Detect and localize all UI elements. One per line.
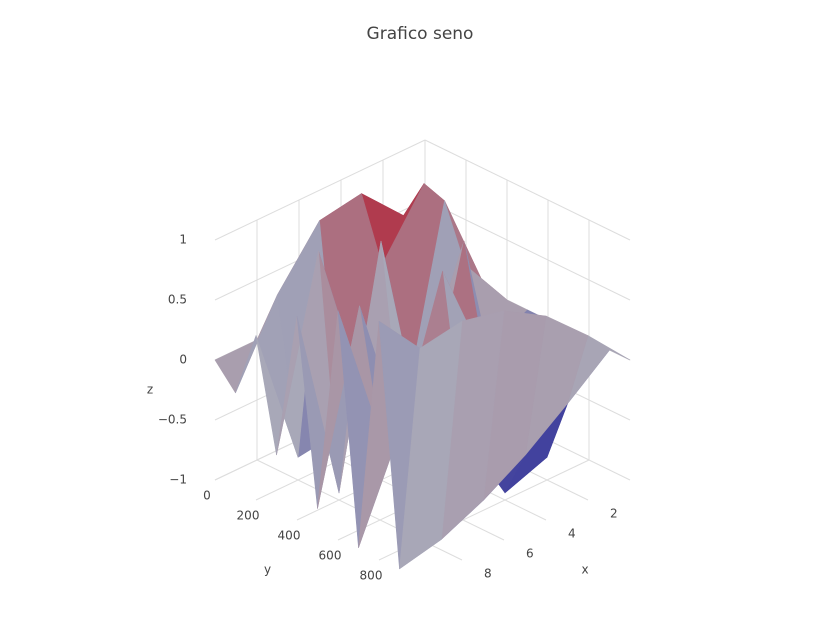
z-tick-label: 0.5 xyxy=(168,293,187,307)
y-tick-label: 600 xyxy=(319,549,342,563)
x-tick-label: 4 xyxy=(568,527,576,541)
z-tick-label: −0.5 xyxy=(158,413,187,427)
x-tick-label: 2 xyxy=(610,507,618,521)
surface-patch xyxy=(399,320,463,570)
x-tick-label: 8 xyxy=(484,567,492,581)
z-grid-line xyxy=(214,139,426,241)
y-tick-label: 400 xyxy=(278,529,301,543)
x-tick-label: 6 xyxy=(526,547,534,561)
chart-title: Grafico seno xyxy=(367,24,474,44)
y-tick-label: 200 xyxy=(237,509,260,523)
y-tick-label: 0 xyxy=(203,489,211,503)
x-axis-title: x xyxy=(581,563,588,577)
z-tick-label: 1 xyxy=(179,233,187,247)
z-grid-line xyxy=(424,199,631,301)
z-tick-label: 0 xyxy=(179,353,187,367)
z-grid-line xyxy=(424,139,631,241)
y-tick-label: 800 xyxy=(360,569,383,583)
z-tick-label: −1 xyxy=(169,473,187,487)
y-axis-title: y xyxy=(264,563,271,577)
z-axis-title: z xyxy=(147,383,153,397)
